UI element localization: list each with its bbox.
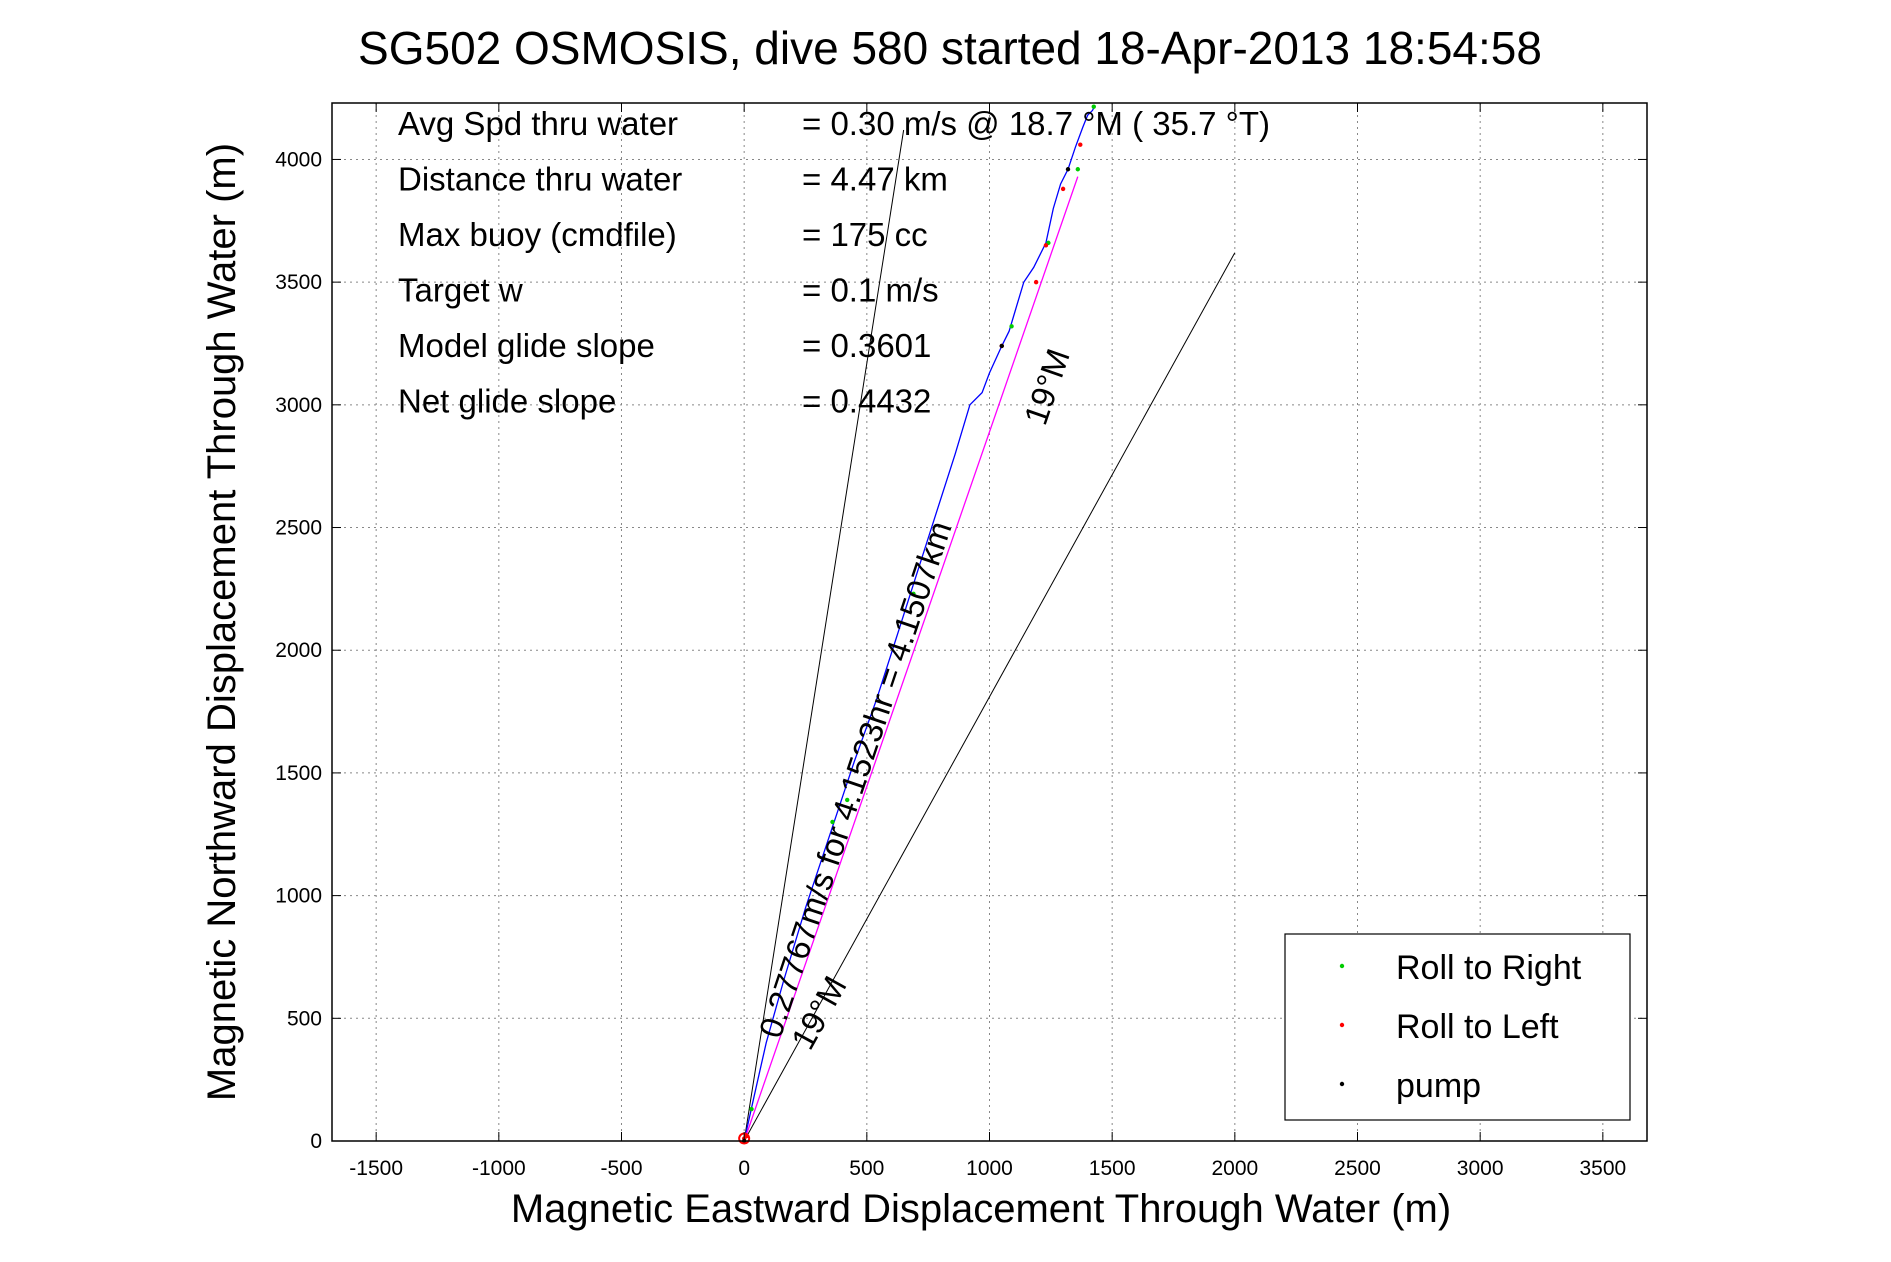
markers — [738, 104, 1096, 1145]
y-tick-label: 2000 — [275, 639, 322, 662]
pump-point — [999, 343, 1004, 349]
heading-guide-line — [743, 129, 905, 1142]
legend-marker — [1339, 963, 1345, 969]
series-lines — [743, 105, 1096, 1142]
stat-value: = 0.1 m/s — [802, 272, 939, 309]
x-tick-label: 3000 — [1457, 1157, 1504, 1180]
legend-marker — [1339, 1022, 1345, 1028]
y-tick-label: 3000 — [275, 394, 322, 417]
roll-right-point — [911, 591, 916, 596]
x-axis-label: Magnetic Eastward Displacement Through W… — [511, 1187, 1451, 1231]
x-tick-label: 0 — [738, 1157, 750, 1180]
stat-label: Target w — [398, 272, 523, 309]
x-tick-label: 1500 — [1089, 1157, 1136, 1180]
y-ticks: 0 500 1000 1500 2000 2500 3000 3500 4000 — [275, 148, 1647, 1153]
roll-left-point — [1060, 186, 1066, 192]
series-line-model — [743, 176, 1079, 1142]
y-tick-label: 1500 — [275, 762, 322, 785]
x-tick-label: 2500 — [1334, 1157, 1381, 1180]
y-tick-label: 0 — [310, 1130, 322, 1153]
stat-value: = 0.4432 — [802, 383, 931, 420]
x-ticks: -1500 -1000 -500 0 500 1000 1500 2000 2500 3000 35… — [349, 103, 1626, 1180]
stat-label: Net glide slope — [398, 383, 616, 420]
x-tick-label: -500 — [600, 1157, 642, 1180]
stat-label: Distance thru water — [398, 161, 682, 198]
legend-label: pump — [1396, 1067, 1481, 1105]
y-tick-label: 4000 — [275, 148, 322, 171]
x-tick-label: 3500 — [1579, 1157, 1626, 1180]
heading-guide-line — [743, 252, 1236, 1142]
stat-label: Avg Spd thru water — [398, 105, 678, 142]
y-tick-label: 3500 — [275, 271, 322, 294]
stat-label: Max buoy (cmdfile) — [398, 216, 677, 253]
y-axis-label: Magnetic Northward Displacement Through … — [200, 143, 244, 1101]
x-tick-label: 1000 — [966, 1157, 1013, 1180]
stat-value: = 175 cc — [802, 216, 928, 253]
roll-left-point — [1043, 243, 1049, 248]
chart-title: SG502 OSMOSIS, dive 580 started 18-Apr-2… — [358, 22, 1542, 74]
stat-value: = 0.3601 — [802, 327, 931, 364]
guide-lines — [743, 129, 1236, 1142]
y-tick-label: 2500 — [275, 517, 322, 540]
roll-right-point — [1075, 167, 1081, 172]
stats-block: Avg Spd thru water = 0.30 m/s @ 18.7 °M (… — [398, 105, 1270, 420]
roll-right-point — [830, 819, 835, 825]
stat-label: Model glide slope — [398, 327, 655, 364]
roll-right-point — [749, 1106, 754, 1112]
x-tick-label: -1500 — [349, 1157, 403, 1180]
roll-right-point — [845, 797, 850, 803]
x-tick-label: 2000 — [1211, 1157, 1258, 1180]
series-line-track — [743, 105, 1096, 1142]
x-tick-label: -1000 — [472, 1157, 526, 1180]
legend-label: Roll to Right — [1396, 949, 1582, 987]
legend-label: Roll to Left — [1396, 1008, 1559, 1046]
legend: Roll to Right Roll to Left pump — [1284, 933, 1631, 1121]
legend-marker — [1339, 1081, 1345, 1087]
roll-left-point — [1078, 142, 1083, 147]
stat-value: = 0.30 m/s @ 18.7 °M ( 35.7 °T) — [802, 105, 1270, 142]
y-tick-label: 1000 — [275, 885, 322, 908]
pump-point — [1065, 167, 1071, 172]
stat-value: = 4.47 km — [802, 161, 948, 198]
y-tick-label: 500 — [287, 1007, 322, 1030]
roll-left-point — [1033, 279, 1039, 285]
roll-right-point — [1009, 324, 1014, 329]
roll-right-point — [1091, 104, 1096, 109]
x-tick-label: 500 — [849, 1157, 884, 1180]
